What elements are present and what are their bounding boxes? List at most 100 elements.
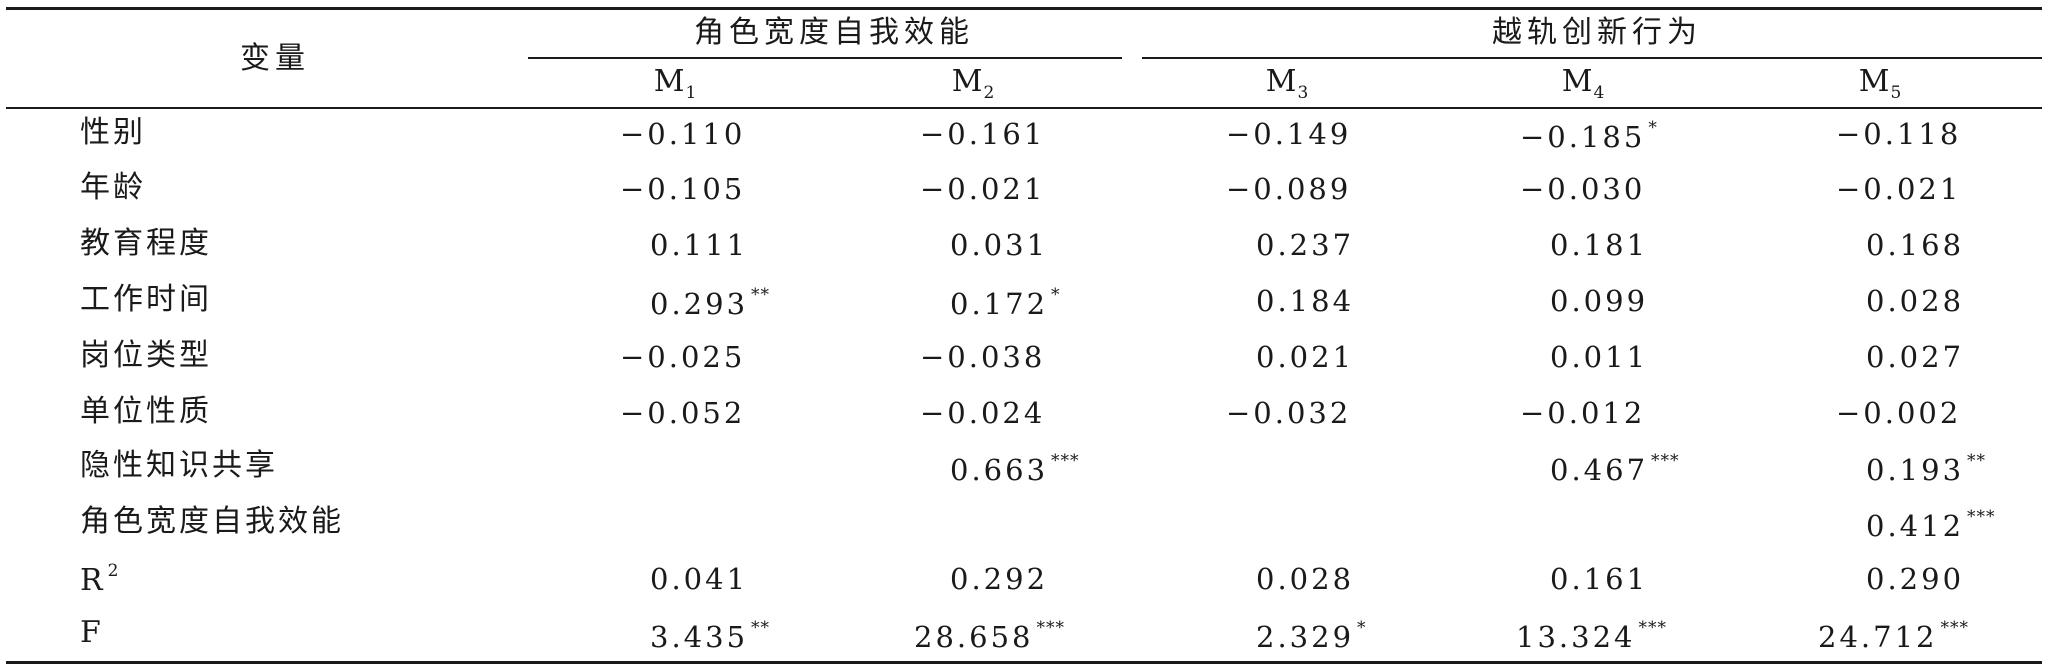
model-header-subscript: 5 bbox=[1890, 83, 1902, 103]
table-cell: 0.292 bbox=[950, 565, 1048, 594]
significance-marker: ** bbox=[751, 618, 771, 638]
top-rule bbox=[6, 7, 2042, 10]
table-cell: 0.293 ** bbox=[650, 287, 770, 319]
row-label: 单位性质 bbox=[80, 397, 212, 427]
table-cell: 0.168 bbox=[1866, 231, 1964, 260]
model-header-m2: M2 bbox=[952, 67, 995, 102]
cell-value: 0.027 bbox=[1866, 340, 1965, 374]
table-cell: 0.193 ** bbox=[1866, 453, 1986, 485]
cell-value: −0.110 bbox=[620, 117, 746, 151]
table-cell: −0.110 bbox=[620, 120, 745, 149]
row-label-text: 教育程度 bbox=[80, 226, 212, 261]
model-header-m1: M1 bbox=[654, 67, 697, 102]
significance-marker: *** bbox=[1036, 618, 1065, 638]
cell-value: 3.435 bbox=[650, 620, 749, 654]
row-label: 性别 bbox=[80, 118, 146, 148]
header-bottom-rule bbox=[6, 107, 2042, 109]
table-cell: 0.028 bbox=[1256, 565, 1354, 594]
cell-value: 0.021 bbox=[1256, 340, 1355, 374]
cell-value: −0.038 bbox=[920, 340, 1046, 374]
cell-value: −0.105 bbox=[620, 172, 746, 206]
table-cell: −0.161 bbox=[920, 120, 1045, 149]
significance-marker: ** bbox=[1967, 451, 1987, 471]
significance-marker: *** bbox=[1051, 451, 1080, 471]
table-cell: −0.038 bbox=[920, 343, 1045, 372]
cell-value: 0.293 bbox=[650, 287, 749, 321]
model-header-base: M bbox=[653, 64, 685, 99]
table-cell: 28.658 *** bbox=[914, 620, 1065, 652]
table-cell: −0.149 bbox=[1226, 120, 1351, 149]
significance-marker: *** bbox=[1651, 451, 1680, 471]
cell-value: 0.111 bbox=[650, 228, 749, 262]
group-header-role-breadth-self-efficacy: 角色宽度自我效能 bbox=[694, 15, 974, 50]
model-header-subscript: 2 bbox=[983, 83, 995, 103]
cell-value: −0.118 bbox=[1836, 117, 1962, 151]
model-header-base: M bbox=[1265, 64, 1297, 99]
cell-value: 24.712 bbox=[1818, 620, 1938, 654]
model-header-base: M bbox=[951, 64, 983, 99]
row-label-text: 角色宽度自我效能 bbox=[80, 504, 344, 539]
cell-value: −0.030 bbox=[1520, 172, 1646, 206]
table-cell: −0.012 bbox=[1520, 399, 1645, 428]
row-label: 工作时间 bbox=[80, 285, 212, 315]
table-cell: 0.237 bbox=[1256, 231, 1354, 260]
table-cell: 13.324 *** bbox=[1516, 620, 1667, 652]
cell-value: 0.099 bbox=[1550, 284, 1649, 318]
table-cell: 0.184 bbox=[1256, 287, 1354, 316]
table-cell: 0.412 *** bbox=[1866, 509, 1996, 541]
row-label-superscript: 2 bbox=[107, 561, 119, 581]
table-cell: −0.089 bbox=[1226, 175, 1351, 204]
row-label-text: R bbox=[80, 563, 106, 598]
cell-value: 0.011 bbox=[1550, 340, 1649, 374]
table-cell: −0.025 bbox=[620, 343, 745, 372]
cell-value: −0.089 bbox=[1226, 172, 1352, 206]
table-cell: 2.329 * bbox=[1256, 620, 1367, 652]
cell-value: 0.031 bbox=[950, 228, 1049, 262]
table-cell: −0.002 bbox=[1836, 399, 1961, 428]
row-label-text: 隐性知识共享 bbox=[80, 448, 278, 483]
model-header-base: M bbox=[1561, 64, 1593, 99]
significance-marker: * bbox=[1051, 285, 1061, 305]
row-label-text: 岗位类型 bbox=[80, 338, 212, 373]
cell-value: −0.161 bbox=[920, 117, 1046, 151]
table-cell: 0.011 bbox=[1550, 343, 1648, 372]
group-1-underline bbox=[528, 57, 1122, 59]
cell-value: 0.412 bbox=[1866, 509, 1965, 543]
table-cell: 24.712 *** bbox=[1818, 620, 1969, 652]
significance-marker: ** bbox=[751, 285, 771, 305]
model-header-subscript: 1 bbox=[685, 83, 697, 103]
cell-value: 28.658 bbox=[914, 620, 1034, 654]
row-label-text: F bbox=[80, 615, 104, 650]
table-cell: 0.028 bbox=[1866, 287, 1964, 316]
cell-value: 0.172 bbox=[950, 287, 1049, 321]
cell-value: 0.028 bbox=[1256, 562, 1355, 596]
table-cell: 0.111 bbox=[650, 231, 748, 260]
cell-value: −0.032 bbox=[1226, 396, 1352, 430]
table-cell: 0.021 bbox=[1256, 343, 1354, 372]
model-header-m5: M5 bbox=[1859, 67, 1902, 102]
table-cell: −0.030 bbox=[1520, 175, 1645, 204]
model-header-subscript: 4 bbox=[1593, 83, 1605, 103]
row-label: F bbox=[80, 618, 104, 648]
model-header-m3: M3 bbox=[1266, 67, 1309, 102]
table-cell: 0.027 bbox=[1866, 343, 1964, 372]
cell-value: −0.002 bbox=[1836, 396, 1962, 430]
table-cell: 3.435 ** bbox=[650, 620, 770, 652]
cell-value: −0.012 bbox=[1520, 396, 1646, 430]
bottom-rule bbox=[6, 661, 2042, 664]
table-cell: 0.161 bbox=[1550, 565, 1648, 594]
cell-value: 0.161 bbox=[1550, 562, 1649, 596]
group-header-deviant-innovation: 越轨创新行为 bbox=[1492, 15, 1702, 50]
row-label-text: 年龄 bbox=[80, 170, 146, 205]
table-cell: −0.105 bbox=[620, 175, 745, 204]
row-label: 年龄 bbox=[80, 173, 146, 203]
cell-value: 0.290 bbox=[1866, 562, 1965, 596]
cell-value: −0.024 bbox=[920, 396, 1046, 430]
cell-value: 0.663 bbox=[950, 453, 1049, 487]
model-header-base: M bbox=[1858, 64, 1890, 99]
row-label: 教育程度 bbox=[80, 229, 212, 259]
table-cell: −0.052 bbox=[620, 399, 745, 428]
cell-value: 0.184 bbox=[1256, 284, 1355, 318]
